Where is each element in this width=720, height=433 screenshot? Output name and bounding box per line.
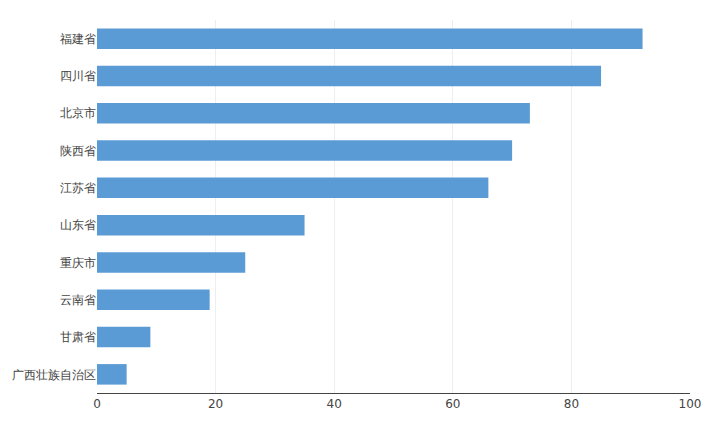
svg-text:20: 20 — [208, 397, 223, 411]
svg-text:北京市: 北京市 — [60, 106, 96, 120]
svg-text:0: 0 — [93, 397, 101, 411]
svg-text:陕西省: 陕西省 — [60, 144, 96, 158]
svg-text:80: 80 — [564, 397, 579, 411]
svg-text:40: 40 — [327, 397, 342, 411]
svg-text:江苏省: 江苏省 — [60, 181, 96, 195]
svg-text:甘肃省: 甘肃省 — [60, 330, 96, 344]
svg-text:山东省: 山东省 — [60, 218, 96, 232]
svg-text:重庆市: 重庆市 — [60, 256, 96, 270]
svg-text:四川省: 四川省 — [60, 69, 96, 83]
svg-text:100: 100 — [679, 397, 702, 411]
svg-text:福建省: 福建省 — [60, 32, 96, 46]
svg-text:云南省: 云南省 — [60, 293, 96, 307]
svg-text:60: 60 — [445, 397, 460, 411]
svg-text:广西壮族自治区: 广西壮族自治区 — [12, 368, 96, 382]
